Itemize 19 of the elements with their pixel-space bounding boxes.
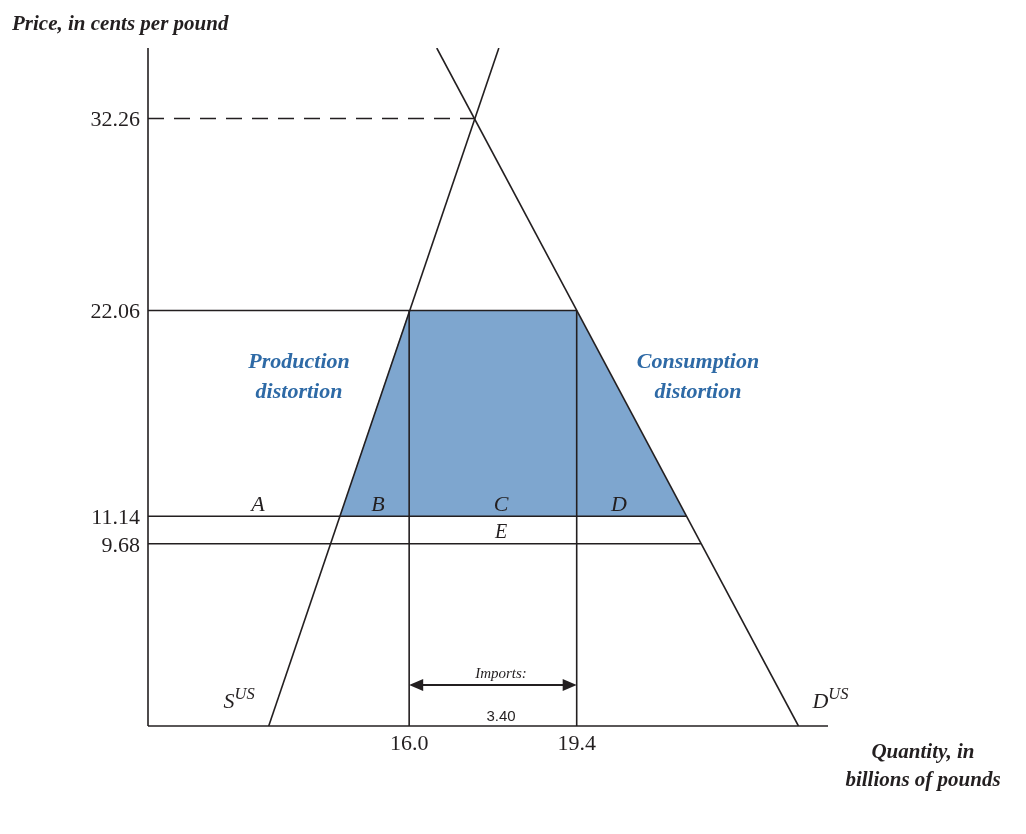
y-tick-label: 22.06 bbox=[90, 298, 140, 324]
annotation: D bbox=[611, 491, 627, 517]
annotation: E bbox=[494, 520, 508, 542]
x-axis-title: Quantity, in billions of pounds bbox=[845, 739, 1001, 791]
annotation: B bbox=[371, 491, 385, 517]
y-tick-label: 11.14 bbox=[91, 504, 140, 530]
series-label: D$^{US}$ bbox=[811, 683, 849, 713]
annotation: 3.40 bbox=[486, 707, 516, 725]
y-axis-title: Price, in cents per pound bbox=[11, 11, 229, 35]
x-tick-label: 19.4 bbox=[557, 729, 596, 755]
annotation: Production distortion bbox=[247, 347, 351, 405]
y-tick-label: 32.26 bbox=[90, 106, 140, 132]
annotation: Consumption distortion bbox=[635, 347, 761, 405]
x-tick-label: 16.0 bbox=[389, 729, 429, 755]
y-tick-label: 9.68 bbox=[101, 531, 140, 557]
annotation: Imports: bbox=[475, 664, 527, 682]
annotation: C bbox=[493, 491, 509, 517]
series-label: S$^{US}$ bbox=[223, 683, 255, 713]
annotation: A bbox=[251, 491, 265, 517]
